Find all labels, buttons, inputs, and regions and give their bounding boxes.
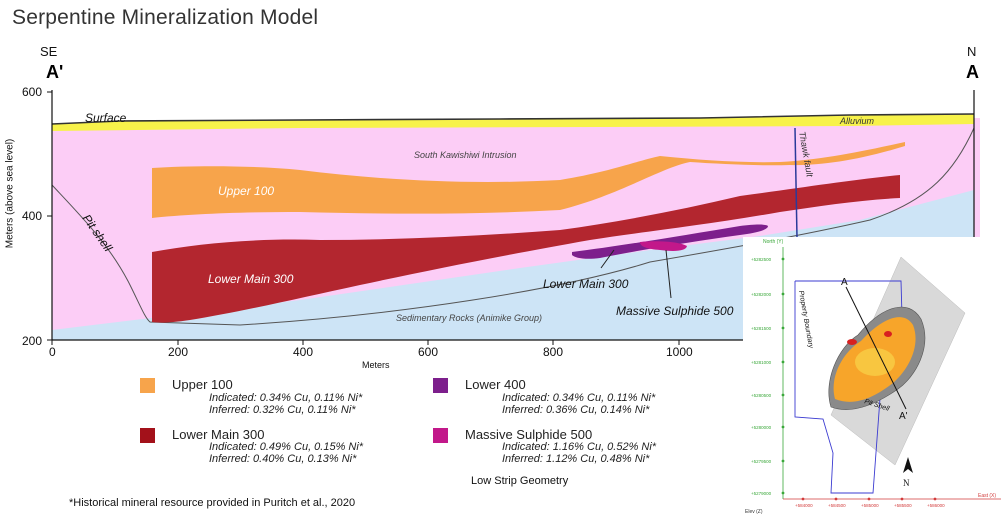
inset-orebody-hotspot-1 bbox=[847, 339, 857, 345]
massive-sulphide-500-body bbox=[640, 241, 687, 251]
direction-left: SE bbox=[40, 44, 58, 59]
geometry-label: Low Strip Geometry bbox=[471, 475, 569, 487]
lower-main-300-label: Lower Main 300 bbox=[208, 272, 294, 286]
legend-name-lower-400: Lower 400 bbox=[465, 377, 526, 392]
inset-north-arrow-label: N bbox=[903, 478, 910, 488]
legend-name-upper-100: Upper 100 bbox=[172, 377, 233, 392]
pit-shell-line bbox=[51, 127, 975, 326]
inset-east-tick-4: +586000 bbox=[927, 503, 945, 508]
inset-orebody-core bbox=[855, 348, 895, 376]
x-tick-600: 600 bbox=[418, 345, 438, 359]
legend-swatch-lower-main-300 bbox=[140, 428, 155, 443]
alluvium-layer bbox=[52, 114, 974, 131]
surface-line bbox=[51, 113, 975, 125]
upper-100-body bbox=[152, 142, 905, 218]
y-axis-ticks bbox=[47, 91, 52, 341]
section-right-label: A bbox=[966, 62, 979, 82]
legend-name-massive-sulphide-500: Massive Sulphide 500 bbox=[465, 427, 593, 442]
inset-east-tick-marks bbox=[801, 497, 937, 501]
legend-indicated-upper-100: Indicated: 0.34% Cu, 0.11% Ni* bbox=[209, 392, 363, 404]
inset-property-boundary-label: Property Boundary bbox=[797, 290, 814, 349]
x-tick-0: 0 bbox=[49, 345, 56, 359]
massive-callout-line bbox=[665, 249, 672, 299]
legend-swatch-massive-sulphide-500 bbox=[433, 428, 448, 443]
inset-section-line bbox=[845, 286, 907, 410]
direction-right: N bbox=[967, 44, 977, 59]
inset-section-a: A bbox=[841, 277, 848, 288]
y-tick-400: 400 bbox=[22, 209, 42, 223]
inset-north-tick-1: +5282000 bbox=[751, 292, 772, 297]
inset-plan-map: North (Y) +5282500 +5282000 +5281500 +52… bbox=[743, 237, 1008, 521]
inset-north-tick-6: +5279500 bbox=[751, 459, 772, 464]
y-tick-600: 600 bbox=[22, 85, 42, 99]
legend-indicated-lower-400: Indicated: 0.34% Cu, 0.11% Ni* bbox=[502, 392, 656, 404]
x-tick-1000: 1000 bbox=[666, 345, 693, 359]
lower-main-callout-line bbox=[600, 249, 615, 269]
inset-north-tick-2: +5281500 bbox=[751, 326, 772, 331]
inset-orebody-hotspot-2 bbox=[884, 331, 892, 337]
legend-swatch-lower-400 bbox=[433, 378, 448, 393]
inset-east-label: East (X) bbox=[978, 493, 996, 499]
inset-north-label: North (Y) bbox=[763, 239, 784, 245]
legend-inferred-massive-sulphide-500: Inferred: 1.12% Cu, 0.48% Ni* bbox=[502, 453, 650, 465]
inset-east-tick-1: +584500 bbox=[828, 503, 846, 508]
inset-east-tick-2: +585000 bbox=[861, 503, 879, 508]
intrusion-label: South Kawishiwi Intrusion bbox=[414, 150, 517, 160]
inset-map-svg: North (Y) +5282500 +5282000 +5281500 +52… bbox=[745, 239, 1001, 515]
inset-north-arrow-icon bbox=[903, 457, 913, 473]
inset-north-tick-marks bbox=[781, 257, 785, 495]
surface-label: Surface bbox=[85, 111, 127, 125]
lower-main-300-callout: Lower Main 300 bbox=[543, 277, 629, 291]
inset-north-tick-5: +5280000 bbox=[751, 425, 772, 430]
page-title: Serpentine Mineralization Model bbox=[12, 6, 319, 29]
legend-inferred-lower-400: Inferred: 0.36% Cu, 0.14% Ni* bbox=[502, 404, 650, 416]
legend-inferred-upper-100: Inferred: 0.32% Cu, 0.11% Ni* bbox=[209, 404, 356, 416]
legend-swatch-upper-100 bbox=[140, 378, 155, 393]
alluvium-label: Alluvium bbox=[839, 116, 875, 126]
upper-100-label: Upper 100 bbox=[218, 184, 274, 198]
legend-indicated-lower-main-300: Indicated: 0.49% Cu, 0.15% Ni* bbox=[209, 441, 364, 453]
inset-north-tick-7: +5279000 bbox=[751, 491, 772, 496]
y-tick-200: 200 bbox=[22, 334, 42, 348]
x-tick-800: 800 bbox=[543, 345, 563, 359]
inset-east-tick-3: +585500 bbox=[894, 503, 912, 508]
inset-north-tick-4: +5280500 bbox=[751, 393, 772, 398]
section-left-label: A' bbox=[46, 62, 64, 82]
inset-north-tick-3: +5281000 bbox=[751, 360, 772, 365]
legend-indicated-massive-sulphide-500: Indicated: 1.16% Cu, 0.52% Ni* bbox=[502, 441, 657, 453]
x-tick-400: 400 bbox=[293, 345, 313, 359]
legend-name-lower-main-300: Lower Main 300 bbox=[172, 427, 265, 442]
inset-east-tick-0: +584000 bbox=[795, 503, 813, 508]
lower-400-body bbox=[572, 224, 768, 259]
sedimentary-label: Sedimentary Rocks (Animike Group) bbox=[396, 313, 542, 323]
thawk-fault-line bbox=[794, 127, 798, 239]
x-axis-ticks bbox=[51, 340, 680, 345]
massive-sulphide-callout: Massive Sulphide 500 bbox=[616, 304, 734, 318]
x-tick-200: 200 bbox=[168, 345, 188, 359]
inset-section-a-prime: A' bbox=[899, 411, 908, 422]
legend-inferred-lower-main-300: Inferred: 0.40% Cu, 0.13% Ni* bbox=[209, 453, 357, 465]
lower-main-300-body bbox=[152, 175, 900, 323]
inset-elev-label: Elev (Z) bbox=[745, 509, 763, 515]
y-axis-label: Meters (above sea level) bbox=[4, 138, 16, 249]
footnote: *Historical mineral resource provided in… bbox=[69, 497, 356, 509]
inset-north-tick-0: +5282500 bbox=[751, 257, 772, 262]
x-axis-label: Meters bbox=[362, 360, 390, 370]
